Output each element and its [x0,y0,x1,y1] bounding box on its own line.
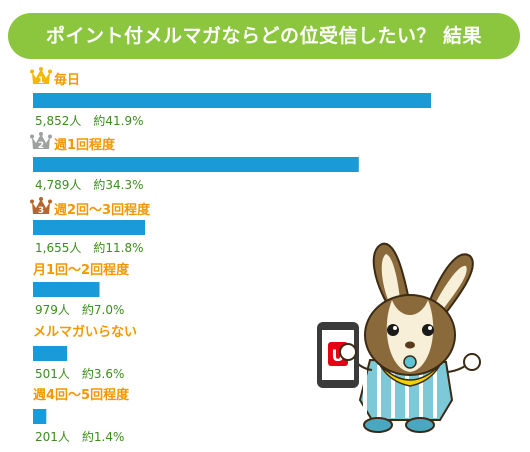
crown-tip [39,197,43,201]
category-label: 週1回程度 [54,137,116,153]
eye-highlight [428,326,432,330]
bar [33,282,100,297]
rabbit-foot [405,417,435,433]
category-label: 月1回～2回程度 [32,262,130,278]
category-label: 毎日 [54,72,80,88]
rabbit-ear-inner [436,265,467,308]
crown-tip [39,67,43,71]
rank-number: 1 [38,76,44,86]
rabbit-eye [387,324,399,336]
chart-title: ポイント付メルマガならどの位受信したい？ 結果 [45,25,483,47]
crown-shape [32,134,50,149]
rank-number: 2 [38,141,44,151]
rabbit-hand [463,353,481,371]
crown-tip [48,69,52,74]
crown-rank-1-icon: 1 [30,67,52,86]
bar [33,93,431,108]
category-label: 週2回～3回程度 [54,202,151,218]
crown-tip [30,134,34,139]
pacifier [403,355,417,369]
crown-tip [48,199,52,204]
crown-rank-3-icon: 3 [30,197,52,216]
title-bar: ポイント付メルマガならどの位受信したい？ 結果 [8,13,520,59]
crown-tip [48,134,52,139]
rabbit-ear-inner [381,254,400,300]
category-label: 週4回～5回程度 [33,387,130,403]
value-label: 4,789人 約34.3% [35,177,143,192]
eye-highlight [393,326,397,330]
rabbit-foot [363,417,393,433]
crown-tip [30,69,34,74]
value-label: 979人 約7.0% [35,302,124,317]
crown-shape [32,69,50,84]
crown-tip [30,199,34,204]
crown-rank-2-icon: 2 [30,132,52,151]
value-label: 501人 約3.6% [35,366,124,381]
rabbit-mascot-illustration: U [317,242,481,433]
crown-shape [32,199,50,214]
rabbit-nose [405,341,415,349]
bar [33,157,359,172]
bar [33,346,68,361]
rabbit-eye [422,324,434,336]
bar [33,220,146,235]
crown-tip [39,132,43,136]
value-label: 201人 約1.4% [35,429,124,444]
category-label: メルマガいらない [33,325,137,340]
rabbit-bib [379,364,441,387]
value-label: 5,852人 約41.9% [35,113,143,128]
bar [33,409,47,424]
rabbit-hand [339,343,357,361]
rabbit-face-stripe [386,300,434,372]
value-label: 1,655人 約11.8% [35,240,143,255]
rank-number: 3 [38,206,44,216]
